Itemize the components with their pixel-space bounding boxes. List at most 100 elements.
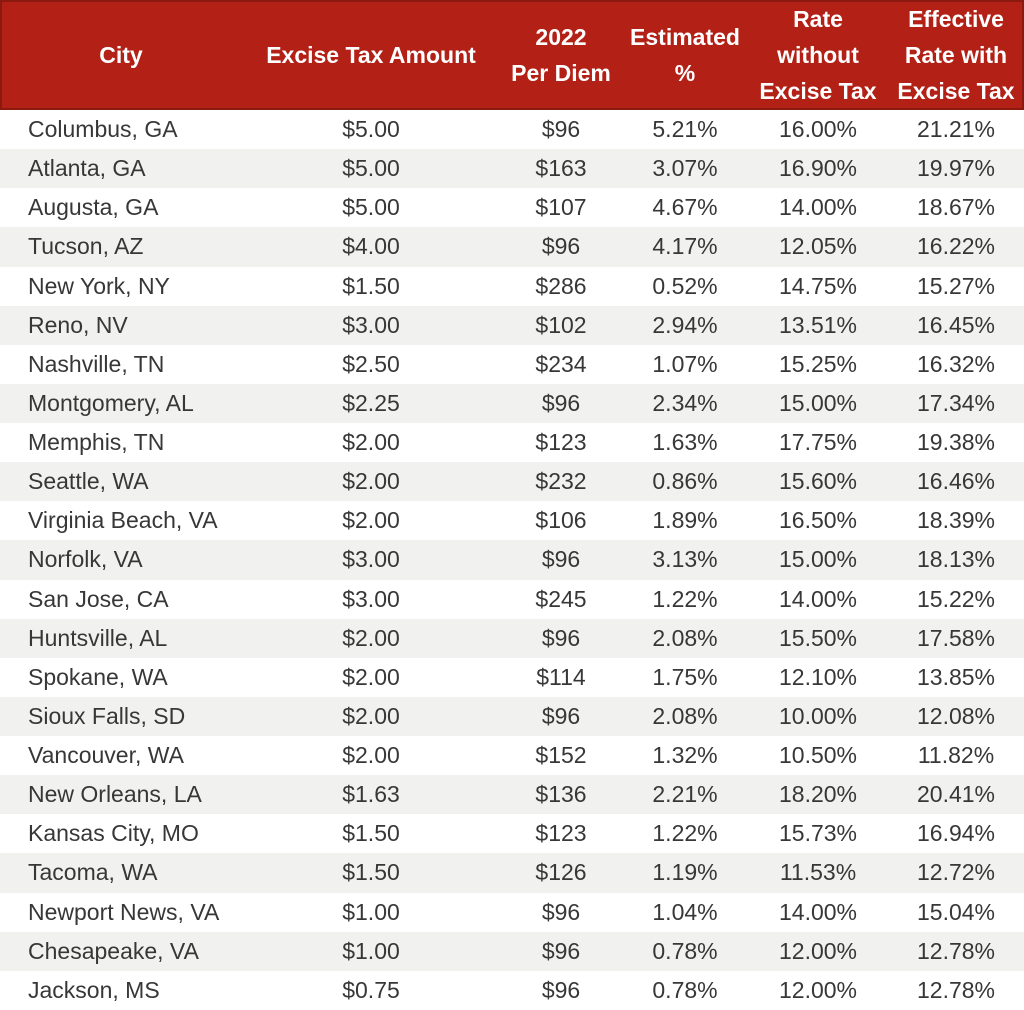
cell-effective-rate-with-excise-tax: 16.94% [916,820,995,847]
cell-excise-tax-amount: $2.00 [342,429,400,456]
cell-estimated-pct: 2.94% [652,311,718,338]
table-row: Tacoma, WA $1.50 $126 1.19% 11.53% 12.72… [0,853,1024,893]
table-row: Seattle, WA $2.00 $232 0.86% 15.60% 16.4… [0,462,1024,502]
cell-rate-without-excise-tax: 15.73% [778,820,857,847]
cell-estimated-pct: 0.78% [652,937,718,964]
cell-2022-per-diem: $286 [535,272,587,299]
cell-excise-tax-amount: $3.00 [342,585,400,612]
cell-excise-tax-amount: $0.75 [342,976,400,1003]
cell-effective-rate-with-excise-tax: 21.21% [916,116,995,143]
column-header-effective-rate-with-excise-tax[interactable]: Effective Rate with Excise Tax [897,6,1015,104]
cell-effective-rate-with-excise-tax: 11.82% [917,742,995,769]
cell-estimated-pct: 1.04% [652,898,718,925]
column-header-city[interactable]: City [99,42,143,68]
cell-rate-without-excise-tax: 13.51% [778,311,857,338]
table-body: Columbus, GA $5.00 $96 5.21% 16.00% 21.2… [0,110,1024,1010]
cell-effective-rate-with-excise-tax: 16.46% [916,468,995,495]
cell-city: Chesapeake, VA [28,937,199,964]
table-row: Spokane, WA $2.00 $114 1.75% 12.10% 13.8… [0,657,1024,697]
column-header-excise-tax-amount[interactable]: Excise Tax Amount [266,42,476,68]
cell-rate-without-excise-tax: 12.10% [778,663,857,690]
table-row: Augusta, GA $5.00 $107 4.67% 14.00% 18.6… [0,188,1024,228]
cell-rate-without-excise-tax: 12.00% [778,976,857,1003]
cell-city: Sioux Falls, SD [28,702,186,729]
table-row: Huntsville, AL $2.00 $96 2.08% 15.50% 17… [0,618,1024,658]
cell-excise-tax-amount: $1.50 [342,272,400,299]
cell-effective-rate-with-excise-tax: 19.97% [916,155,995,182]
cell-excise-tax-amount: $3.00 [342,546,400,573]
cell-2022-per-diem: $232 [535,468,587,495]
cell-rate-without-excise-tax: 18.20% [778,781,857,808]
cell-city: Memphis, TN [28,429,165,456]
cell-rate-without-excise-tax: 15.50% [778,624,857,651]
cell-2022-per-diem: $114 [536,663,586,690]
cell-estimated-pct: 2.34% [652,389,718,416]
cell-city: Jackson, MS [28,976,160,1003]
cell-city: Nashville, TN [28,350,165,377]
cell-effective-rate-with-excise-tax: 20.41% [916,781,995,808]
column-header-estimated-pct[interactable]: Estimated % [630,24,740,86]
cell-excise-tax-amount: $2.00 [342,624,400,651]
cell-2022-per-diem: $123 [535,429,587,456]
cell-city: Tacoma, WA [28,859,158,886]
cell-city: Tucson, AZ [28,233,144,260]
cell-2022-per-diem: $106 [535,507,587,534]
cell-city: Virginia Beach, VA [28,507,218,534]
cell-excise-tax-amount: $1.50 [342,820,400,847]
cell-effective-rate-with-excise-tax: 16.32% [916,350,995,377]
cell-estimated-pct: 0.78% [652,976,718,1003]
cell-rate-without-excise-tax: 10.00% [778,702,857,729]
cell-estimated-pct: 1.63% [652,429,718,456]
cell-effective-rate-with-excise-tax: 12.08% [916,702,995,729]
cell-rate-without-excise-tax: 15.00% [778,389,857,416]
cell-effective-rate-with-excise-tax: 12.78% [916,937,995,964]
column-header-rate-without-excise-tax[interactable]: Rate without Excise Tax [759,6,877,104]
table-row: Jackson, MS $0.75 $96 0.78% 12.00% 12.78… [0,970,1024,1010]
table-row: Montgomery, AL $2.25 $96 2.34% 15.00% 17… [0,383,1024,423]
cell-effective-rate-with-excise-tax: 15.04% [916,898,995,925]
cell-excise-tax-amount: $5.00 [342,155,400,182]
cell-city: Huntsville, AL [28,624,168,651]
table-row: Columbus, GA $5.00 $96 5.21% 16.00% 21.2… [0,110,1024,150]
cell-estimated-pct: 4.17% [652,233,718,260]
cell-estimated-pct: 1.19% [652,859,718,886]
cell-2022-per-diem: $245 [535,585,587,612]
cell-effective-rate-with-excise-tax: 18.67% [916,194,995,221]
cell-estimated-pct: 1.22% [652,585,718,612]
table-row: New Orleans, LA $1.63 $136 2.21% 18.20% … [0,775,1024,815]
cell-estimated-pct: 3.07% [652,155,718,182]
cell-effective-rate-with-excise-tax: 16.45% [916,311,995,338]
cell-city: San Jose, CA [28,585,169,612]
cell-estimated-pct: 0.86% [652,468,718,495]
cell-excise-tax-amount: $2.50 [342,350,400,377]
cell-estimated-pct: 4.67% [652,194,718,221]
table-header: City Excise Tax Amount 2022 Per Diem Est… [0,0,1024,110]
cell-excise-tax-amount: $2.00 [342,663,400,690]
cell-estimated-pct: 2.08% [652,702,718,729]
cell-effective-rate-with-excise-tax: 15.22% [916,585,995,612]
cell-excise-tax-amount: $2.25 [342,389,400,416]
cell-rate-without-excise-tax: 14.00% [778,585,857,612]
cell-effective-rate-with-excise-tax: 17.34% [916,389,995,416]
cell-2022-per-diem: $96 [541,116,581,143]
cell-excise-tax-amount: $1.50 [342,859,400,886]
table-row: Atlanta, GA $5.00 $163 3.07% 16.90% 19.9… [0,149,1024,189]
cell-2022-per-diem: $152 [535,742,587,769]
cell-excise-tax-amount: $2.00 [342,468,400,495]
cell-2022-per-diem: $96 [541,976,581,1003]
cell-2022-per-diem: $107 [535,194,587,221]
cell-rate-without-excise-tax: 14.00% [778,194,857,221]
cell-city: New Orleans, LA [28,781,202,808]
cell-rate-without-excise-tax: 10.50% [778,742,857,769]
table-row: San Jose, CA $3.00 $245 1.22% 14.00% 15.… [0,579,1024,619]
cell-effective-rate-with-excise-tax: 12.78% [916,976,995,1003]
table-row: Sioux Falls, SD $2.00 $96 2.08% 10.00% 1… [0,696,1024,736]
table-row: Virginia Beach, VA $2.00 $106 1.89% 16.5… [0,501,1024,541]
cell-rate-without-excise-tax: 12.05% [778,233,857,260]
cell-2022-per-diem: $96 [541,937,581,964]
cell-excise-tax-amount: $1.00 [342,898,400,925]
column-header-2022-per-diem[interactable]: 2022 Per Diem [511,24,611,86]
cell-city: Reno, NV [28,311,128,338]
cell-2022-per-diem: $96 [541,898,581,925]
cell-effective-rate-with-excise-tax: 13.85% [916,663,995,690]
